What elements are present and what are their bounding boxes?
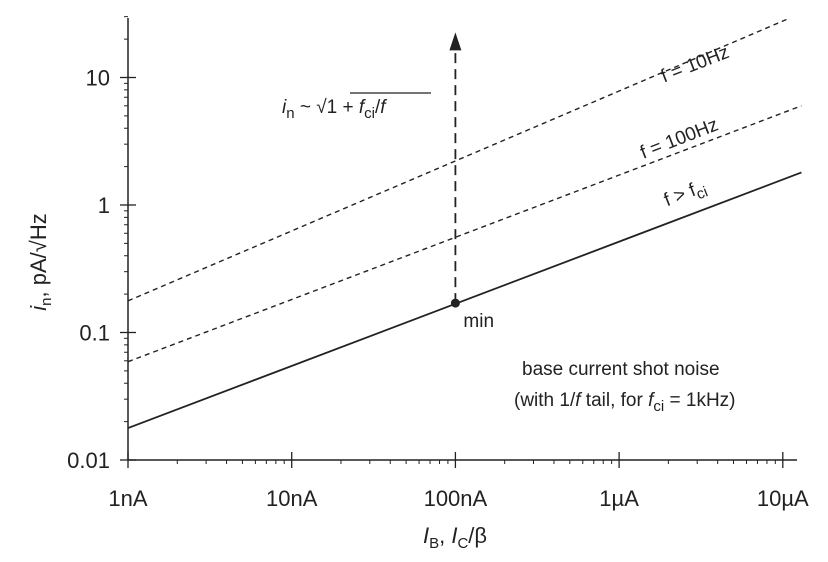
- series-label-f100: f = 100Hz: [637, 114, 721, 163]
- minimum-point: [450, 298, 460, 308]
- series-line-f-10hz: [127, 17, 791, 302]
- x-tick-label: 10nA: [266, 486, 318, 511]
- y-axis-title: in, pA/√Hz: [26, 213, 55, 310]
- x-tick-label: 10µA: [757, 486, 809, 511]
- formula-annotation: in ~ √1 + fci/f: [282, 97, 387, 122]
- x-tick-label: 1nA: [108, 486, 147, 511]
- note-line-1: base current shot noise: [522, 359, 720, 380]
- minimum-point-label: min: [463, 311, 494, 332]
- note-line-2: (with 1/f tail, for fci = 1kHz): [514, 390, 736, 415]
- series-label-f10: f = 10Hz: [658, 42, 732, 87]
- arrow-head: [449, 32, 462, 51]
- annotation-layer: in, pA/√Hz IB, IC/β in ~ √1 + fci/f base…: [26, 42, 736, 552]
- x-axis-title: IB, IC/β: [423, 523, 487, 552]
- series-line-f-f-ci: [127, 171, 802, 429]
- series-line-f-100hz: [127, 105, 802, 363]
- series-layer: min: [127, 17, 802, 429]
- y-tick-label: 1: [98, 193, 110, 218]
- x-tick-label: 100nA: [424, 486, 488, 511]
- axes: 1nA 10nA 100nA 1µA 10µA 0.01 0.1 1 10: [67, 16, 809, 511]
- y-tick-label: 0.01: [67, 448, 110, 473]
- x-tick-label: 1µA: [599, 486, 639, 511]
- y-tick-label: 10: [86, 66, 110, 91]
- y-tick-label: 0.1: [79, 321, 110, 346]
